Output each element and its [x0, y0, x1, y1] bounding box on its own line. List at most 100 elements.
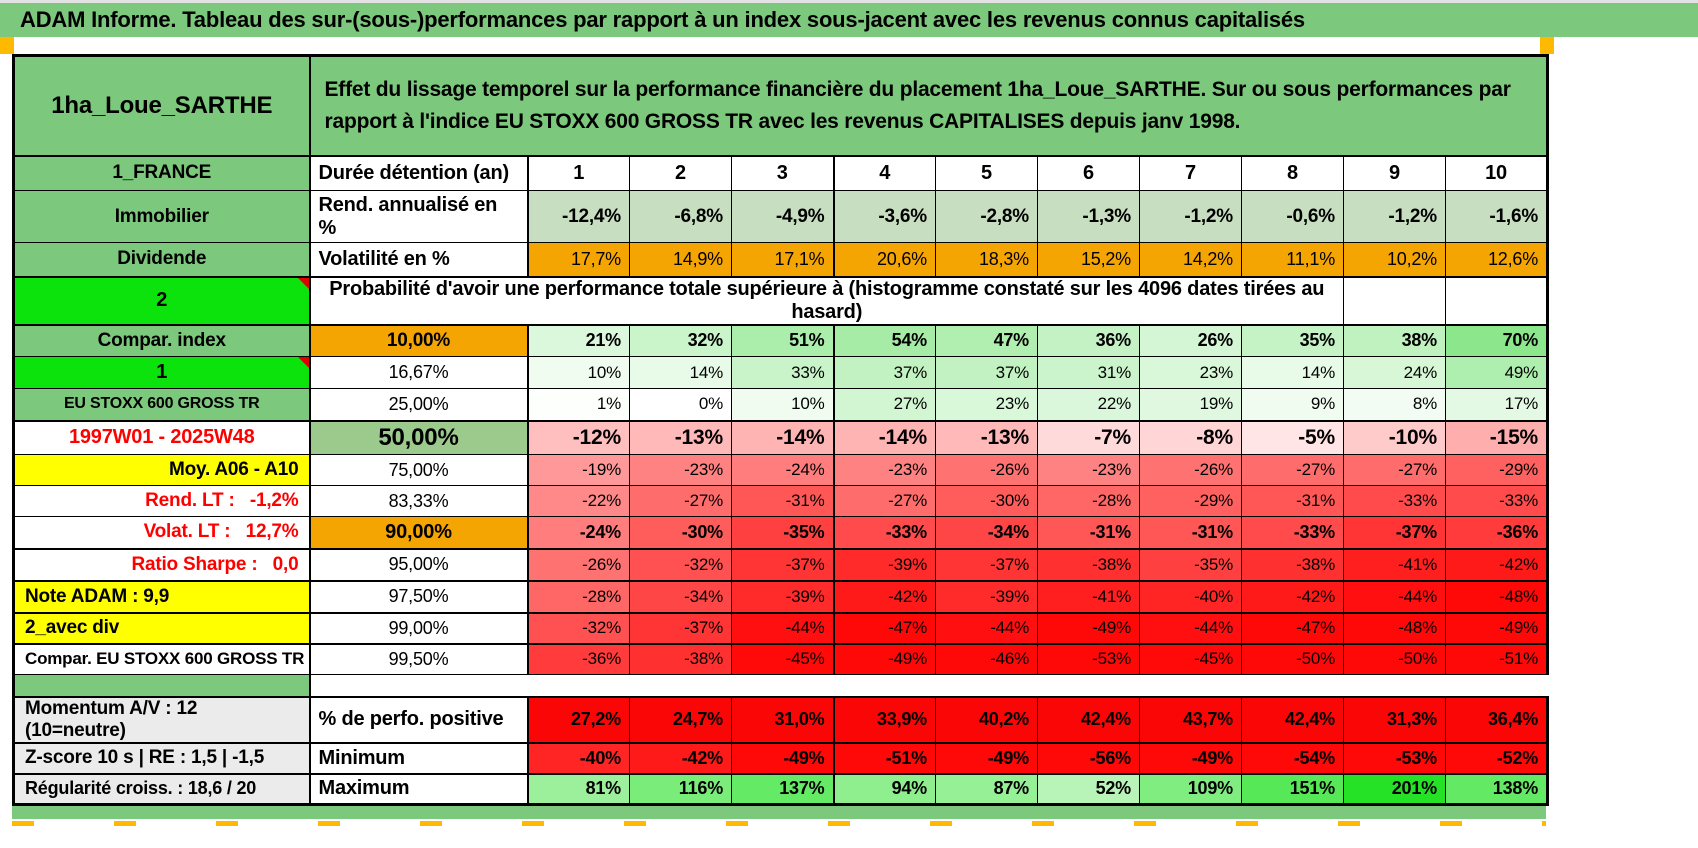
cell-perfo-y9[interactable]: 31,3% [1343, 695, 1446, 743]
cell-p75-y7[interactable]: -26% [1139, 454, 1242, 486]
cell-p95-y10[interactable]: -42% [1444, 547, 1550, 581]
cell-p95-y6[interactable]: -38% [1037, 547, 1140, 581]
cell-p99-y6[interactable]: -49% [1037, 611, 1140, 644]
cell-min-y5[interactable]: -49% [935, 741, 1038, 774]
cell-p10-label[interactable]: Compar. index [12, 323, 311, 357]
cell-volat-y8[interactable]: 11,1% [1241, 242, 1344, 277]
cell-perfo-y3[interactable]: 31,0% [731, 695, 835, 743]
cell-p8333-b[interactable]: 83,33% [309, 485, 529, 517]
cell-p8333-y9[interactable]: -33% [1343, 485, 1446, 517]
cell-p95-y3[interactable]: -37% [731, 547, 835, 581]
cell-p995-y10[interactable]: -51% [1444, 642, 1550, 675]
cell-p25-y7[interactable]: 19% [1139, 388, 1242, 421]
cell-p8333-y6[interactable]: -28% [1037, 485, 1140, 517]
cell-p95-y8[interactable]: -38% [1241, 547, 1344, 581]
cell-max-y4[interactable]: 94% [833, 772, 936, 806]
cell-p1667-y7[interactable]: 23% [1139, 356, 1242, 389]
cell-p25-y2[interactable]: 0% [629, 388, 732, 421]
cell-rend-y3[interactable]: -4,9% [731, 190, 835, 243]
cell-duree-b[interactable]: Durée détention (an) [309, 155, 529, 191]
cell-p8333-y2[interactable]: -27% [629, 485, 732, 517]
cell-p90-b[interactable]: 90,00% [309, 516, 529, 549]
cell-min-y8[interactable]: -54% [1241, 741, 1344, 774]
cell-p975-y3[interactable]: -39% [731, 579, 835, 613]
cell-p8333-y8[interactable]: -31% [1241, 485, 1344, 517]
cell-volat-y2[interactable]: 14,9% [629, 242, 732, 277]
cell-p975-y1[interactable]: -28% [527, 579, 630, 613]
cell-p90-y8[interactable]: -33% [1241, 516, 1344, 549]
cell-prob-label[interactable]: 2 [12, 275, 311, 325]
cell-max-y9[interactable]: 201% [1343, 772, 1446, 806]
cell-p90-y6[interactable]: -31% [1037, 516, 1140, 549]
cell-p8333-y7[interactable]: -29% [1139, 485, 1242, 517]
cell-p75-label[interactable]: Moy. A06 - A10 [12, 454, 311, 486]
cell-p75-y5[interactable]: -26% [935, 454, 1038, 486]
cell-duree-y4[interactable]: 4 [833, 155, 936, 191]
cell-p95-y1[interactable]: -26% [527, 547, 630, 581]
cell-rend-y9[interactable]: -1,2% [1343, 190, 1446, 243]
cell-min-y1[interactable]: -40% [527, 741, 630, 774]
cell-p50-y2[interactable]: -13% [629, 419, 732, 455]
cell-p95-b[interactable]: 95,00% [309, 547, 529, 581]
cell-p99-y8[interactable]: -47% [1241, 611, 1344, 644]
cell-p50-y9[interactable]: -10% [1343, 419, 1446, 455]
cell-prob-empty-1[interactable] [1343, 275, 1446, 325]
cell-p10-y1[interactable]: 21% [527, 323, 630, 357]
cell-p75-y9[interactable]: -27% [1343, 454, 1446, 486]
cell-p10-y3[interactable]: 51% [731, 323, 835, 357]
cell-volat-y6[interactable]: 15,2% [1037, 242, 1140, 277]
cell-p75-y1[interactable]: -19% [527, 454, 630, 486]
cell-p90-y4[interactable]: -33% [833, 516, 936, 549]
cell-prob-note[interactable]: Probabilité d'avoir une performance tota… [309, 275, 1344, 325]
cell-volat-label[interactable]: Dividende [12, 242, 311, 277]
cell-p10-y7[interactable]: 26% [1139, 323, 1242, 357]
cell-p1667-label[interactable]: 1 [12, 356, 311, 389]
cell-p99-y2[interactable]: -37% [629, 611, 732, 644]
cell-p25-y3[interactable]: 10% [731, 388, 835, 421]
cell-p8333-y1[interactable]: -22% [527, 485, 630, 517]
cell-p8333-y10[interactable]: -33% [1444, 485, 1550, 517]
cell-p995-y9[interactable]: -50% [1343, 642, 1446, 675]
cell-p90-y1[interactable]: -24% [527, 516, 630, 549]
cell-p90-y2[interactable]: -30% [629, 516, 732, 549]
cell-volat-y3[interactable]: 17,1% [731, 242, 835, 277]
cell-duree-y6[interactable]: 6 [1037, 155, 1140, 191]
cell-p50-y10[interactable]: -15% [1444, 419, 1550, 455]
cell-p975-y9[interactable]: -44% [1343, 579, 1446, 613]
cell-min-y10[interactable]: -52% [1444, 741, 1550, 774]
cell-perfo-y2[interactable]: 24,7% [629, 695, 732, 743]
cell-p99-y3[interactable]: -44% [731, 611, 835, 644]
cell-p75-b[interactable]: 75,00% [309, 454, 529, 486]
cell-duree-y5[interactable]: 5 [935, 155, 1038, 191]
cell-p25-y6[interactable]: 22% [1037, 388, 1140, 421]
cell-p1667-y1[interactable]: 10% [527, 356, 630, 389]
cell-p25-y10[interactable]: 17% [1444, 388, 1550, 421]
cell-placement-name[interactable]: 1ha_Loue_SARTHE [12, 54, 311, 157]
cell-p95-y9[interactable]: -41% [1343, 547, 1446, 581]
cell-volat-y7[interactable]: 14,2% [1139, 242, 1242, 277]
cell-p50-y5[interactable]: -13% [935, 419, 1038, 455]
cell-p995-y5[interactable]: -46% [935, 642, 1038, 675]
cell-p995-y4[interactable]: -49% [833, 642, 936, 675]
cell-p90-y10[interactable]: -36% [1444, 516, 1550, 549]
cell-volat-b[interactable]: Volatilité en % [309, 242, 529, 277]
cell-p975-y7[interactable]: -40% [1139, 579, 1242, 613]
cell-p975-b[interactable]: 97,50% [309, 579, 529, 613]
cell-duree-label[interactable]: 1_FRANCE [12, 155, 311, 191]
cell-p25-y5[interactable]: 23% [935, 388, 1038, 421]
cell-max-y6[interactable]: 52% [1037, 772, 1140, 806]
cell-rend-y10[interactable]: -1,6% [1444, 190, 1550, 243]
cell-p50-y3[interactable]: -14% [731, 419, 835, 455]
cell-rend-label[interactable]: Immobilier [12, 190, 311, 243]
cell-p10-y5[interactable]: 47% [935, 323, 1038, 357]
cell-rend-y4[interactable]: -3,6% [833, 190, 936, 243]
cell-rend-b[interactable]: Rend. annualisé en % [309, 190, 529, 243]
cell-p975-y8[interactable]: -42% [1241, 579, 1344, 613]
cell-p90-y7[interactable]: -31% [1139, 516, 1242, 549]
cell-p1667-b[interactable]: 16,67% [309, 356, 529, 389]
cell-p995-y8[interactable]: -50% [1241, 642, 1344, 675]
cell-p50-y8[interactable]: -5% [1241, 419, 1344, 455]
cell-p99-y5[interactable]: -44% [935, 611, 1038, 644]
cell-p50-label[interactable]: 1997W01 - 2025W48 [12, 419, 311, 455]
cell-min-y6[interactable]: -56% [1037, 741, 1140, 774]
